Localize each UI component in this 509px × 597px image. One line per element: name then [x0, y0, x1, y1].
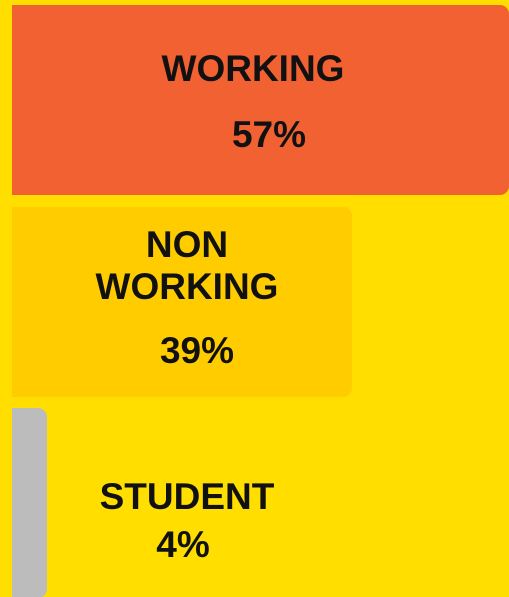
- value-label: 57%: [231, 114, 307, 155]
- category-label: NON WORKING: [95, 224, 279, 307]
- value-label: 4%: [156, 524, 210, 565]
- bar: [12, 408, 47, 597]
- bar: [12, 5, 509, 195]
- value-label: 39%: [159, 330, 235, 371]
- category-label: WORKING: [161, 48, 345, 89]
- bar: [12, 207, 353, 397]
- category-label: STUDENT: [99, 476, 275, 517]
